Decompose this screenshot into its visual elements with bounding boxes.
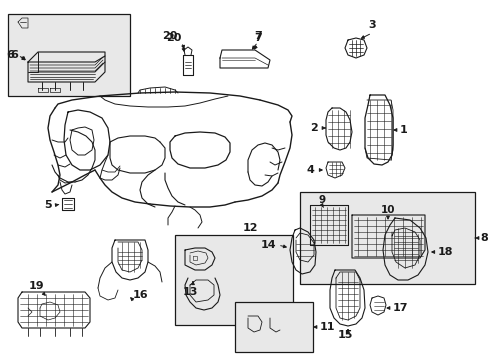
Text: 6: 6 [6, 50, 14, 60]
Text: 18: 18 [437, 247, 452, 257]
Text: 3: 3 [367, 20, 375, 30]
Bar [175, 235, 292, 325]
Text: 7: 7 [254, 33, 262, 43]
Text: 11: 11 [319, 322, 335, 332]
Text: 1: 1 [399, 125, 407, 135]
Text: 12: 12 [242, 223, 257, 233]
Text: 5: 5 [44, 200, 52, 210]
Text: 2: 2 [309, 123, 317, 133]
Text: 14: 14 [260, 240, 275, 250]
Text: 13: 13 [182, 287, 197, 297]
Text: 9: 9 [318, 195, 325, 205]
Text: 17: 17 [392, 303, 407, 313]
Text: 6: 6 [10, 50, 18, 60]
Bar [8, 14, 130, 96]
Bar [299, 192, 474, 284]
Text: 10: 10 [380, 205, 394, 215]
Text: 4: 4 [305, 165, 313, 175]
Text: 16: 16 [132, 290, 147, 300]
Text: 20: 20 [162, 31, 177, 41]
Text: 20: 20 [166, 33, 182, 43]
Text: 8: 8 [479, 233, 487, 243]
Text: 7: 7 [254, 31, 262, 41]
Text: 15: 15 [337, 330, 352, 340]
Bar [235, 302, 312, 352]
Text: 19: 19 [28, 281, 44, 291]
